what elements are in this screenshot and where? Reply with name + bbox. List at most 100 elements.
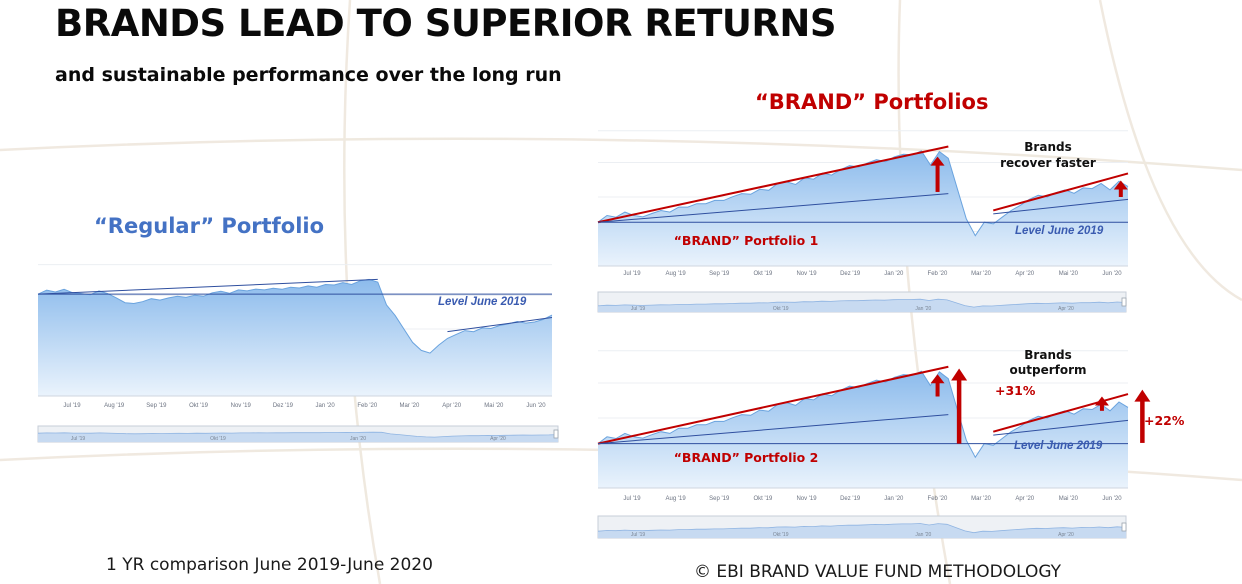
portfolio-label: “BRAND” Portfolio 2 bbox=[674, 450, 819, 465]
arrow-head bbox=[951, 368, 968, 381]
regular-portfolio-chart: Jul '19 Aug '19 Sep '19 Okt '19 Nov '19 Dez '… bbox=[37, 262, 560, 448]
navigator-line bbox=[37, 431, 559, 438]
x-tick-label: Apr '20 bbox=[1015, 271, 1034, 277]
x-tick-label: Dez '19 bbox=[840, 271, 861, 277]
trend-line-blue bbox=[447, 316, 553, 333]
x-tick-label: Jul '19 bbox=[63, 403, 81, 409]
x-tick-label: Jan '20 bbox=[884, 271, 904, 277]
comparison-footnote: 1 YR comparison June 2019-June 2020 bbox=[106, 555, 433, 575]
page-title: BRANDS LEAD TO SUPERIOR RETURNS bbox=[55, 2, 837, 45]
navigator-tick-label: Apr '20 bbox=[490, 436, 506, 442]
x-tick-label: Mar '20 bbox=[971, 271, 991, 277]
navigator-tick-label: Jan '20 bbox=[350, 436, 366, 442]
x-tick-label: Mar '20 bbox=[400, 403, 420, 409]
x-tick-label: Mai '20 bbox=[1059, 496, 1079, 502]
navigator-tick-label: Jan '20 bbox=[915, 532, 931, 538]
percent-callout: +31% bbox=[995, 383, 1036, 398]
brand-portfolio-2-chart: Jul '19 Aug '19 Sep '19 Okt '19 Nov '19 Dez '… bbox=[597, 348, 1185, 540]
x-tick-label: Sep '19 bbox=[709, 271, 730, 277]
x-tick-label: Aug '19 bbox=[666, 496, 687, 502]
x-tick-label: Mai '20 bbox=[1059, 271, 1079, 277]
navigator-area bbox=[598, 523, 1126, 538]
trend-line-blue bbox=[597, 193, 949, 223]
arrow-head bbox=[1134, 389, 1151, 402]
x-tick-label: Mai '20 bbox=[484, 403, 504, 409]
series-area bbox=[598, 150, 1128, 266]
annotation-line: Brands bbox=[1024, 348, 1071, 362]
growth-arrow bbox=[930, 374, 945, 397]
navigator-line bbox=[597, 523, 1127, 534]
x-tick-label: Jun '20 bbox=[1102, 496, 1122, 502]
trend-line-blue bbox=[597, 414, 949, 445]
navigator: Jul '19 Okt '19 Jan '20 Apr '20 bbox=[597, 515, 1127, 539]
series-area bbox=[38, 279, 552, 396]
trend-line-blue bbox=[993, 198, 1129, 215]
navigator-handle bbox=[1121, 297, 1127, 307]
x-tick-label: Nov '19 bbox=[796, 271, 817, 277]
annotation-line: Brands bbox=[1024, 140, 1071, 154]
brand-portfolios-heading: “BRAND” Portfolios bbox=[755, 90, 989, 114]
navigator-tick-label: Jan '20 bbox=[915, 306, 931, 312]
x-tick-label: Jun '20 bbox=[526, 403, 546, 409]
level-label: Level June 2019 bbox=[1014, 440, 1103, 452]
page-subtitle: and sustainable performance over the lon… bbox=[55, 64, 562, 86]
x-tick-label: Jan '20 bbox=[884, 496, 904, 502]
growth-arrow bbox=[1094, 396, 1109, 411]
growth-arrow bbox=[1113, 180, 1128, 197]
x-tick-label: Jul '19 bbox=[623, 496, 641, 502]
trend-line-red bbox=[597, 145, 949, 224]
growth-arrow bbox=[1134, 389, 1151, 443]
arrow-head bbox=[930, 374, 945, 384]
navigator-handle bbox=[1121, 522, 1127, 532]
arrow-head bbox=[1094, 396, 1109, 406]
navigator-tick-label: Jul '19 bbox=[71, 436, 86, 442]
x-tick-label: Feb '20 bbox=[928, 496, 948, 502]
x-tick-label: Okt '19 bbox=[753, 496, 772, 502]
navigator-area bbox=[598, 299, 1126, 312]
x-tick-label: Feb '20 bbox=[357, 403, 377, 409]
navigator-tick-label: Okt '19 bbox=[210, 436, 226, 442]
x-tick-label: Jun '20 bbox=[1102, 271, 1122, 277]
trend-line-blue bbox=[37, 278, 378, 295]
annotation-line: recover faster bbox=[1000, 156, 1096, 170]
navigator-tick-label: Apr '20 bbox=[1058, 532, 1074, 538]
x-tick-label: Sep '19 bbox=[146, 403, 167, 409]
x-tick-label: Okt '19 bbox=[189, 403, 208, 409]
x-tick-label: Dez '19 bbox=[840, 496, 861, 502]
x-tick-label: Jul '19 bbox=[623, 271, 641, 277]
navigator-area bbox=[38, 432, 558, 442]
x-tick-label: Jan '20 bbox=[316, 403, 336, 409]
navigator-line bbox=[597, 298, 1127, 308]
x-tick-label: Okt '19 bbox=[753, 271, 772, 277]
x-tick-label: Aug '19 bbox=[666, 271, 687, 277]
x-tick-label: Dez '19 bbox=[273, 403, 294, 409]
x-tick-label: Sep '19 bbox=[709, 496, 730, 502]
series-line bbox=[37, 278, 553, 354]
annotation-line: outperform bbox=[1009, 363, 1086, 377]
navigator-tick-label: Okt '19 bbox=[773, 306, 789, 312]
arrow-head bbox=[930, 156, 945, 166]
navigator: Jul '19 Okt '19 Jan '20 Apr '20 bbox=[37, 425, 559, 443]
x-tick-label: Nov '19 bbox=[796, 496, 817, 502]
arrow-head bbox=[1113, 180, 1128, 190]
regular-portfolio-heading: “Regular” Portfolio bbox=[94, 214, 325, 238]
trend-line-red bbox=[992, 172, 1129, 212]
series-area bbox=[598, 371, 1128, 488]
x-tick-label: Mar '20 bbox=[971, 496, 991, 502]
navigator-tick-label: Jul '19 bbox=[631, 532, 646, 538]
brands-annotation: Brands outperform bbox=[1009, 348, 1086, 377]
portfolio-label: “BRAND” Portfolio 1 bbox=[674, 233, 819, 248]
navigator: Jul '19 Okt '19 Jan '20 Apr '20 bbox=[597, 291, 1127, 313]
x-tick-label: Feb '20 bbox=[928, 271, 948, 277]
navigator-tick-label: Okt '19 bbox=[773, 532, 789, 538]
growth-arrow bbox=[930, 156, 945, 192]
percent-callout: +22% bbox=[1144, 413, 1185, 428]
trend-line-red bbox=[992, 393, 1129, 433]
navigator-handle bbox=[553, 429, 559, 439]
x-tick-label: Aug '19 bbox=[104, 403, 125, 409]
growth-arrow bbox=[951, 368, 968, 444]
navigator-tick-label: Apr '20 bbox=[1058, 306, 1074, 312]
brand-portfolio-1-chart: Jul '19 Aug '19 Sep '19 Okt '19 Nov '19 Dez '… bbox=[597, 128, 1129, 314]
x-tick-label: Nov '19 bbox=[231, 403, 252, 409]
level-label: Level June 2019 bbox=[1015, 225, 1104, 237]
